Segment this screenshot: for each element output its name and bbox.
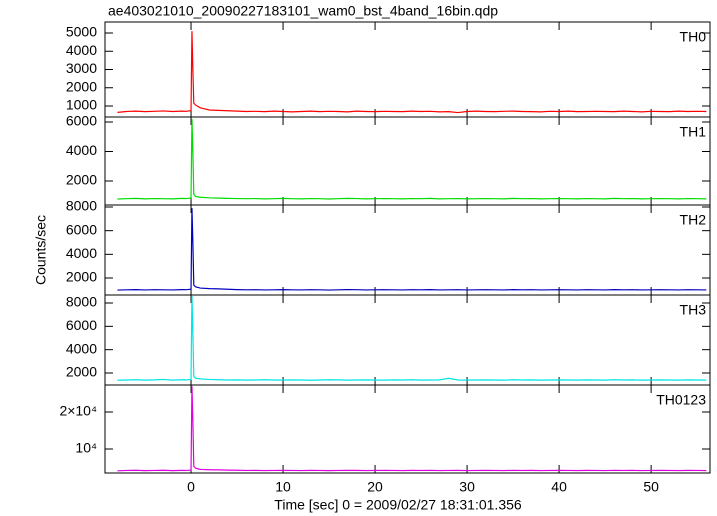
panel-label: TH0123 <box>656 392 706 408</box>
x-axis-label: Time [sec] 0 = 2009/02/27 18:31:01.356 <box>274 497 522 513</box>
panel-frame <box>104 294 711 386</box>
x-tick-label: 30 <box>459 479 475 495</box>
y-tick-label: 2000 <box>66 364 97 380</box>
y-tick-label: 4000 <box>66 142 97 158</box>
y-tick-label: 4000 <box>66 340 97 356</box>
x-tick-label: 20 <box>367 479 383 495</box>
panel-frame <box>104 21 711 118</box>
series-line <box>117 295 707 381</box>
panel-frame <box>104 384 711 474</box>
series-line <box>117 208 707 291</box>
y-axis-label: Counts/sec <box>33 215 49 285</box>
y-tick-label: 2000 <box>66 172 97 188</box>
y-tick-label: 6000 <box>66 113 97 129</box>
y-tick-label: 8000 <box>66 294 97 310</box>
x-tick-label: 40 <box>551 479 567 495</box>
y-tick-label: 4000 <box>66 245 97 261</box>
y-tick-label: 2000 <box>66 78 97 94</box>
chart-title: ae403021010_20090227183101_wam0_bst_4ban… <box>108 3 498 19</box>
x-tick-label: 10 <box>275 479 291 495</box>
series-line <box>117 386 707 472</box>
panel-label: TH1 <box>680 124 707 140</box>
y-tick-label: 4000 <box>66 42 97 58</box>
x-tick-label: 0 <box>187 479 195 495</box>
y-tick-label: 3000 <box>66 60 97 76</box>
series-line <box>117 31 707 114</box>
panel-label: TH2 <box>680 212 707 228</box>
series-line <box>117 119 707 200</box>
y-tick-label: 2×10⁴ <box>59 403 97 419</box>
x-tick-label: 50 <box>643 479 659 495</box>
y-tick-label: 8000 <box>66 198 97 214</box>
panel-frame <box>104 116 711 206</box>
panel-label: TH3 <box>680 302 707 318</box>
panel-frame <box>104 204 711 296</box>
y-tick-label: 1000 <box>66 97 97 113</box>
y-tick-label: 6000 <box>66 317 97 333</box>
y-tick-label: 5000 <box>66 24 97 40</box>
y-tick-label: 2000 <box>66 269 97 285</box>
y-tick-label: 6000 <box>66 221 97 237</box>
y-tick-label: 10⁴ <box>75 440 97 456</box>
panel-label: TH0 <box>680 29 707 45</box>
